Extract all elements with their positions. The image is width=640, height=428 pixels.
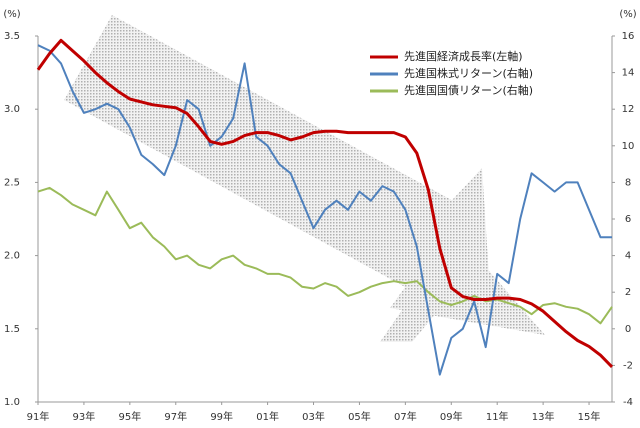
y2-tick-label: 6 [625,214,631,225]
y2-tick-label: 2 [625,287,631,298]
y-tick-label: 2.0 [4,251,20,262]
x-tick-label: 03年 [302,410,325,423]
legend-label: 先進国株式リターン(右軸) [404,66,533,80]
y-tick-label: 1.0 [4,397,20,408]
y-tick-label: 2.5 [4,177,20,188]
y2-tick-label: 14 [622,68,635,79]
y-tick-label: 1.5 [4,324,20,335]
x-tick-label: 11年 [486,410,509,423]
x-tick-label: 13年 [532,410,555,423]
y2-tick-label: 8 [625,177,631,188]
legend-label: 先進国国債リターン(右軸) [404,83,533,97]
x-tick-label: 91年 [27,410,50,423]
y2-axis-label: (%) [619,9,636,20]
x-tick-label: 05年 [348,410,371,423]
x-tick-label: 99年 [210,410,233,423]
series-line [37,44,612,376]
y-tick-label: 3.0 [4,104,20,115]
x-tick-label: 93年 [73,410,96,423]
y2-tick-label: 10 [622,141,635,152]
y2-tick-label: 16 [622,31,635,42]
y-tick-label: 3.5 [4,31,20,42]
legend-label: 先進国経済成長率(左軸) [404,49,523,63]
series-line [37,186,613,325]
y2-tick-label: 12 [622,104,635,115]
y2-tick-label: 4 [625,251,631,262]
y2-tick-label: -2 [623,360,633,371]
x-tick-label: 95年 [118,410,141,423]
x-tick-label: 01年 [256,410,279,423]
x-tick-label: 15年 [578,410,601,423]
y2-tick-label: 0 [625,324,631,335]
y2-tick-label: -4 [623,397,633,408]
y-axis-label: (%) [3,9,20,20]
x-tick-label: 09年 [440,410,463,423]
series-line [36,38,614,368]
x-tick-label: 97年 [164,410,187,423]
x-tick-label: 07年 [394,410,417,423]
trend-arrow-up [380,168,490,342]
